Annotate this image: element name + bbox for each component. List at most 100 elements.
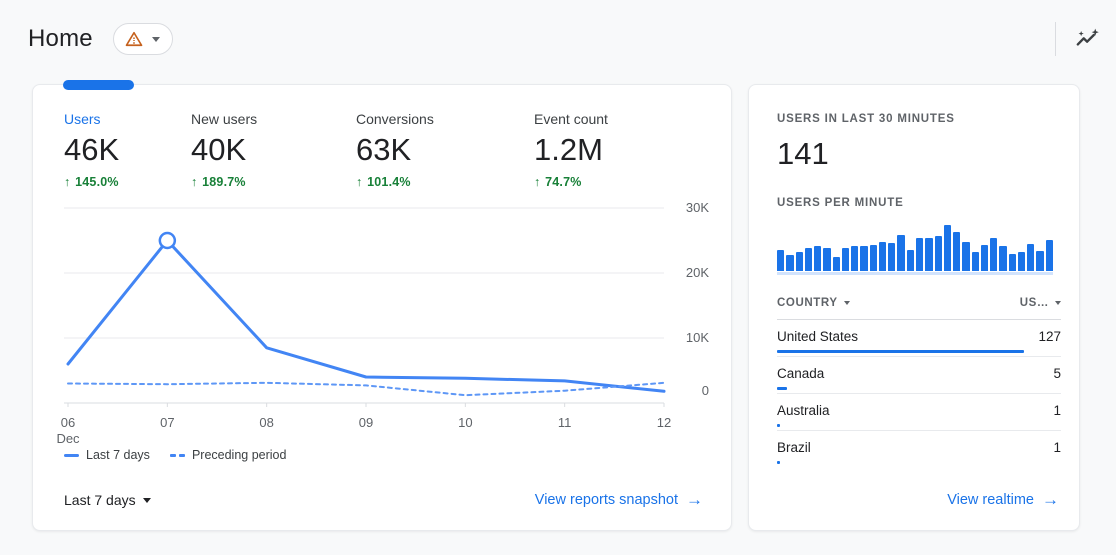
metric-value: 46K — [64, 132, 120, 167]
country-users-value: 1 — [1053, 403, 1061, 418]
x-axis-tick-label: 07 — [160, 415, 175, 430]
overview-card: Users 46K ↑ 145.0% New users 40K ↑ 189.7% Conv… — [32, 80, 732, 531]
country-name: Brazil — [777, 440, 811, 455]
minute-bar — [1008, 254, 1016, 271]
x-axis-tick-label: 10 — [458, 415, 473, 430]
users-per-minute-chart — [777, 225, 1053, 275]
country-row-top: Canada 5 — [777, 366, 1061, 381]
country-users-bar — [777, 350, 1025, 353]
insights-button[interactable] — [1070, 22, 1104, 56]
metric-delta: ↑ 145.0% — [64, 175, 119, 189]
minute-bar — [943, 225, 952, 271]
minute-bar — [804, 248, 813, 271]
header-divider — [1055, 22, 1056, 56]
up-arrow-icon: ↑ — [534, 175, 541, 189]
up-arrow-icon: ↑ — [64, 175, 71, 189]
metric-value: 1.2M — [534, 132, 603, 167]
arrow-right-icon: → — [1042, 490, 1059, 509]
bar-chart-baseline — [777, 272, 1053, 275]
date-range-label: Last 7 days — [64, 492, 136, 508]
minute-bar — [888, 243, 896, 271]
country-row: Canada 5 — [777, 357, 1061, 394]
minute-bar — [777, 250, 785, 271]
metric-tab-conversions[interactable]: Conversions 63K ↑ 101.4% — [356, 111, 434, 189]
minute-bar — [851, 246, 859, 271]
country-users-value: 5 — [1053, 366, 1061, 381]
metric-label: Conversions — [356, 111, 434, 127]
table-header-row: COUNTRY US… — [777, 297, 1061, 320]
x-axis-tick-label: 09 — [358, 415, 374, 430]
date-range-selector[interactable]: Last 7 days — [64, 492, 151, 508]
country-name: Canada — [777, 366, 825, 381]
table-body: United States 127 Canada 5 Australia 1 Brazil 1 — [777, 320, 1061, 468]
minute-bar — [786, 255, 794, 271]
y-axis-tick-label: 20K — [685, 265, 709, 280]
minute-bar — [795, 252, 803, 271]
insights-icon — [1074, 26, 1100, 52]
minute-bar — [823, 248, 831, 271]
minute-bar — [915, 238, 924, 271]
minute-bar — [1045, 240, 1053, 271]
country-row: United States 127 — [777, 320, 1061, 357]
country-row-top: Brazil 1 — [777, 440, 1061, 455]
chevron-down-icon — [843, 301, 850, 305]
metric-tab-users[interactable]: Users 46K ↑ 145.0% — [64, 111, 119, 189]
x-axis-tick-label: 06 — [60, 415, 76, 430]
cards-row: Users 46K ↑ 145.0% New users 40K ↑ 189.7% Conv… — [32, 80, 1084, 531]
metric-tab-new-users[interactable]: New users 40K ↑ 189.7% — [191, 111, 257, 189]
country-users-bar — [777, 424, 780, 427]
y-axis-tick-label: 30K — [685, 200, 709, 215]
top-bar: Home — [0, 0, 1116, 78]
view-reports-snapshot-label: View reports snapshot — [534, 492, 678, 508]
minute-bar — [841, 248, 850, 271]
country-users-value: 1 — [1053, 440, 1061, 455]
metric-tab-event-count[interactable]: Event count 1.2M ↑ 74.7% — [534, 111, 608, 189]
y-axis-tick-label: 0 — [701, 383, 709, 398]
country-row-top: Australia 1 — [777, 403, 1061, 418]
minute-bar — [869, 245, 877, 271]
chevron-down-icon — [1055, 301, 1061, 305]
users-per-minute-label: USERS PER MINUTE — [777, 197, 904, 209]
country-name: United States — [777, 329, 859, 344]
realtime-footer: View realtime → — [947, 490, 1059, 510]
carousel-active-tab-indicator — [63, 80, 134, 90]
y-axis-tick-label: 10K — [685, 330, 709, 345]
metric-label: New users — [191, 111, 258, 127]
view-realtime-link[interactable]: View realtime → — [947, 490, 1059, 510]
minute-bar — [878, 242, 887, 271]
minute-bar — [860, 246, 868, 271]
legend-dashed-line-swatch — [169, 453, 185, 457]
top-bar-left: Home — [28, 23, 173, 55]
users-per-minute-bars — [777, 225, 1053, 271]
country-row-top: United States 127 — [777, 329, 1061, 344]
minute-bar — [953, 232, 961, 271]
metric-value: 40K — [191, 132, 247, 167]
metric-label: Event count — [534, 111, 608, 127]
minute-bar — [925, 238, 933, 271]
metric-delta: ↑ 101.4% — [356, 175, 411, 189]
users-30min-value: 141 — [777, 136, 829, 171]
property-warning-dropdown[interactable] — [112, 23, 173, 55]
country-column-header[interactable]: COUNTRY — [777, 297, 850, 309]
users-column-header[interactable]: US… — [1020, 297, 1061, 309]
legend-label: Last 7 days — [86, 448, 150, 462]
minute-bar — [980, 245, 989, 271]
x-axis-tick-label: 11 — [557, 415, 572, 430]
country-row: Brazil 1 — [777, 431, 1061, 468]
users-header-label: US… — [1019, 297, 1049, 309]
legend-item-solid: Last 7 days — [64, 448, 150, 462]
x-axis-month-label: Dec — [56, 431, 80, 446]
country-users-bar — [777, 461, 780, 464]
view-reports-snapshot-link[interactable]: View reports snapshot → — [535, 490, 703, 510]
minute-bar — [990, 238, 998, 271]
minute-bar — [934, 236, 942, 271]
minute-bar — [1036, 251, 1044, 271]
chevron-down-icon — [142, 497, 151, 503]
legend-item-dashed: Preceding period — [169, 448, 286, 462]
country-name: Australia — [777, 403, 830, 418]
minute-bar — [962, 242, 970, 271]
minute-bar — [1017, 252, 1026, 271]
up-arrow-icon: ↑ — [191, 175, 198, 189]
users-30min-label: USERS IN LAST 30 MINUTES — [777, 113, 955, 125]
page-title: Home — [28, 25, 93, 52]
